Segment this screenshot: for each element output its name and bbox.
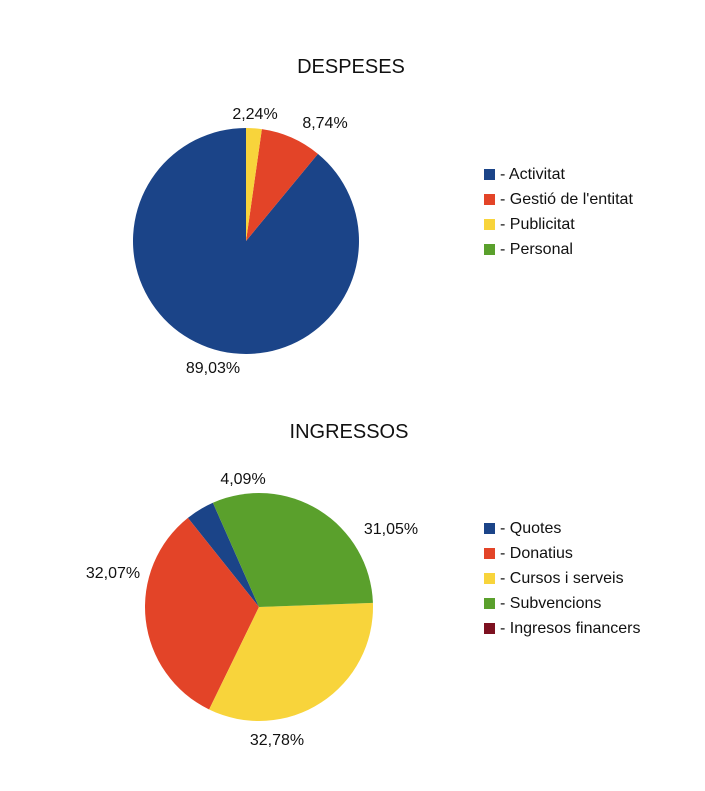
data-label-0-2: 2,24% [232,106,277,123]
data-label-0-1: 8,74% [302,115,347,132]
legend-swatch [484,623,495,634]
pie-slice-1-1 [144,517,259,710]
legend-item: - Ingresos financers [484,616,641,641]
legend-swatch [484,598,495,609]
legend-label: - Donatius [500,544,573,562]
legend-swatch [484,244,495,255]
legend-swatch [484,194,495,205]
legend-label: - Personal [500,240,573,258]
legend-label: - Quotes [500,519,562,537]
legend-swatch [484,523,495,534]
data-label-1-1: 32,07% [86,565,140,582]
legend-swatch [484,219,495,230]
legend-item: - Personal [484,237,633,262]
ingressos-legend: - Quotes - Donatius - Cursos i serveis - Su… [484,516,641,641]
legend-label: - Ingresos financers [500,619,641,637]
pie-slice-0-2 [246,128,262,241]
legend-item: - Quotes [484,516,641,541]
legend-swatch [484,548,495,559]
legend-item: - Publicitat [484,212,633,237]
pie-slice-1-3 [212,492,373,607]
legend-item: - Donatius [484,541,641,566]
legend-label: - Subvencions [500,594,602,612]
ingressos-title: INGRESSOS [289,421,409,443]
legend-label: - Cursos i serveis [500,569,624,587]
data-label-0-0: 89,03% [186,360,240,377]
legend-label: - Gestió de l'entitat [500,190,633,208]
data-label-1-2: 32,78% [250,732,304,749]
data-label-1-0: 4,09% [220,471,265,488]
despeses-legend: - Activitat - Gestió de l'entitat - Public… [484,162,633,262]
pie-slice-1-2 [209,602,373,721]
legend-swatch [484,169,495,180]
legend-label: - Publicitat [500,215,575,233]
pie-slice-1-0 [187,502,259,607]
data-label-1-3: 31,05% [364,521,418,538]
legend-item: - Activitat [484,162,633,187]
legend-label: - Activitat [500,165,565,183]
legend-item: - Subvencions [484,591,641,616]
legend-item: - Cursos i serveis [484,566,641,591]
legend-item: - Gestió de l'entitat [484,187,633,212]
legend-swatch [484,573,495,584]
despeses-title: DESPESES [297,56,405,78]
pie-slice-0-1 [246,129,318,241]
